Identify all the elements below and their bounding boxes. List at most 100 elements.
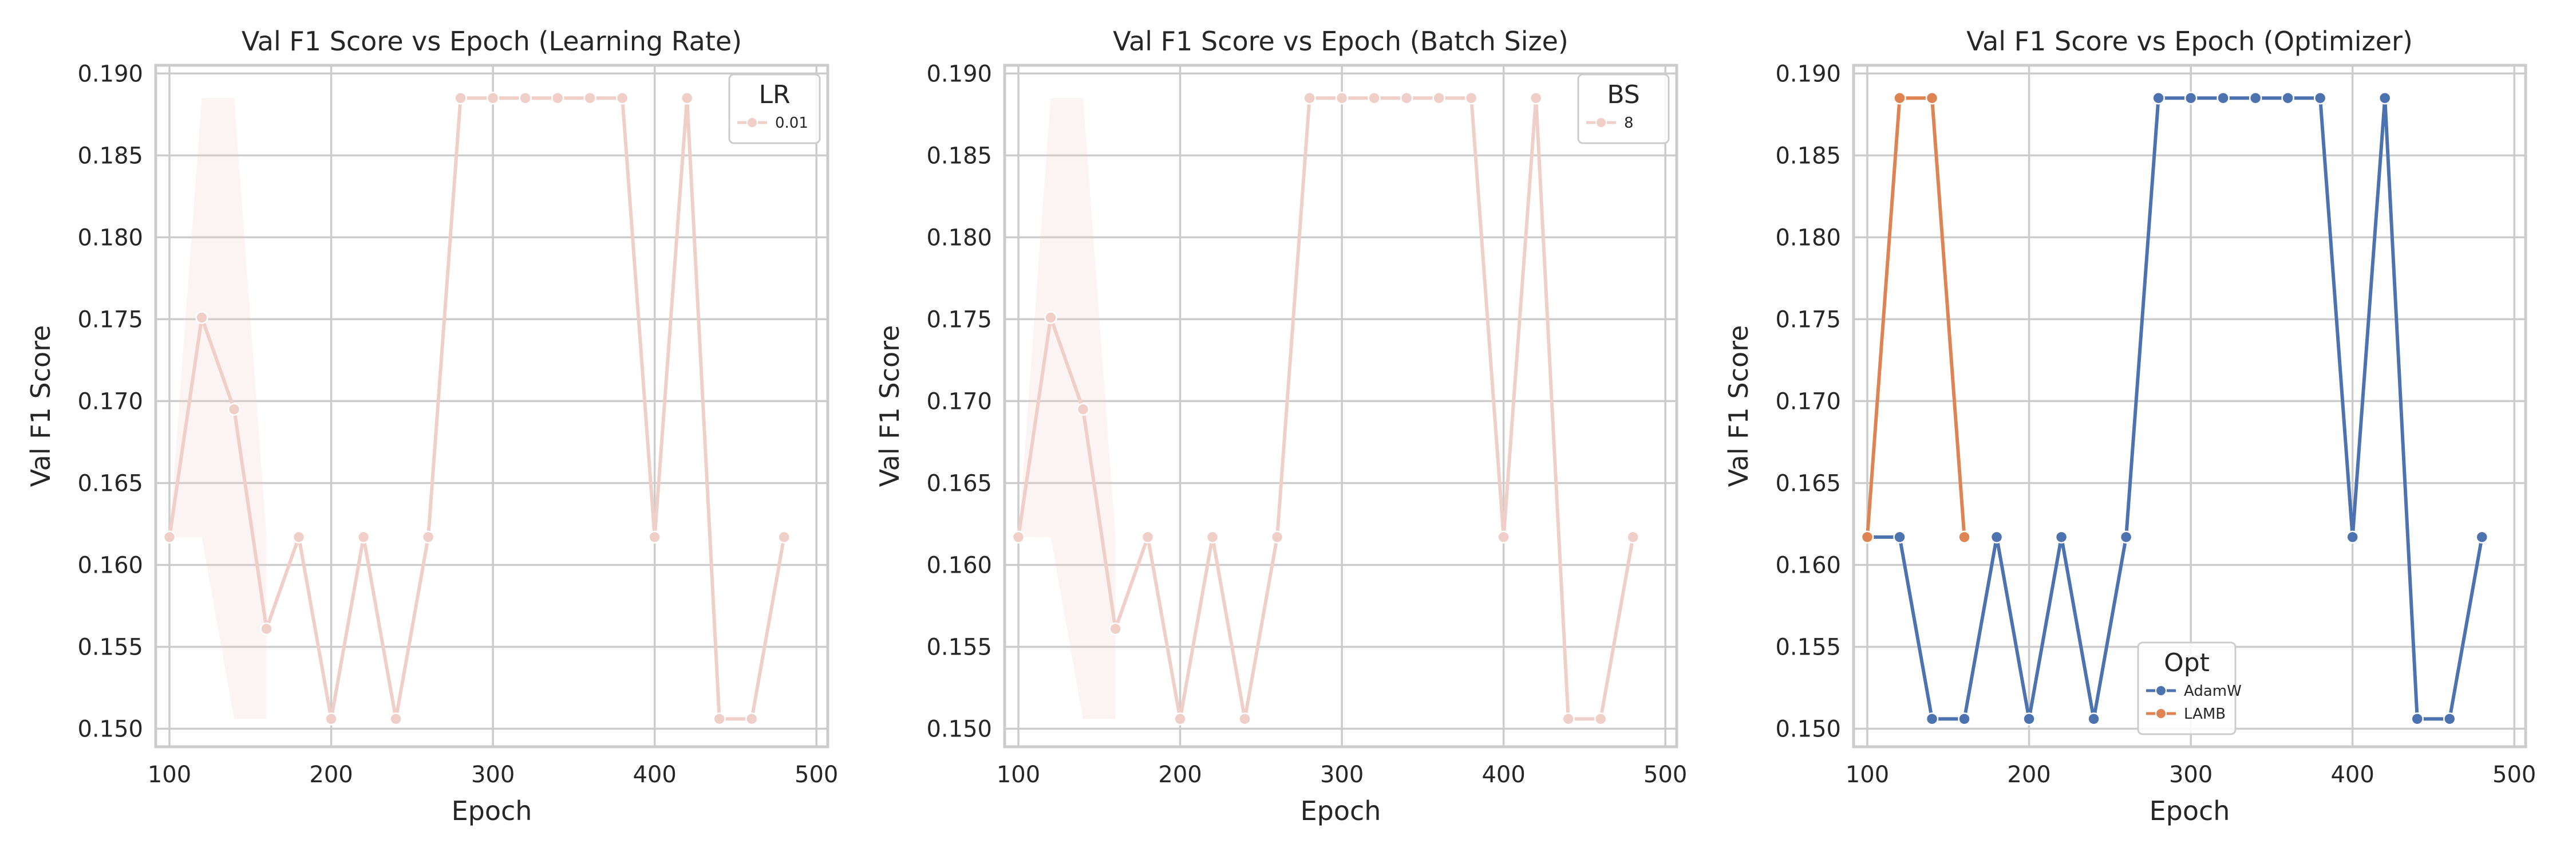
data-point [1174, 712, 1187, 726]
legend-label: LAMB [2184, 706, 2226, 723]
y-tick-label: 0.175 [1775, 306, 1841, 333]
data-point [2475, 530, 2488, 544]
data-point [1925, 712, 1939, 726]
data-point [1562, 712, 1575, 726]
confidence-band [1018, 98, 1116, 719]
data-point [2217, 91, 2230, 105]
x-tick-label: 300 [471, 762, 515, 788]
data-point [713, 712, 726, 726]
legend-marker [1595, 117, 1607, 128]
y-tick-label: 0.190 [926, 61, 992, 87]
y-tick-label: 0.180 [1775, 224, 1841, 251]
y-tick-label: 0.175 [77, 306, 143, 333]
legend-title: Opt [2164, 648, 2210, 677]
data-point [1464, 91, 1478, 105]
data-point [1497, 530, 1510, 544]
y-tick-label: 0.150 [926, 716, 992, 743]
data-point [2346, 530, 2359, 544]
legend-title: BS [1607, 80, 1639, 109]
x-tick-label: 500 [2492, 762, 2536, 788]
y-tick-label: 0.170 [926, 388, 992, 415]
y-tick-label: 0.170 [1775, 388, 1841, 415]
legend-marker [2155, 685, 2167, 696]
y-tick-label: 0.170 [77, 388, 143, 415]
x-tick-label: 100 [997, 762, 1040, 788]
data-point [1958, 530, 1971, 544]
data-point [2443, 712, 2456, 726]
legend-title: LR [758, 80, 790, 109]
legend: BS 8 [1577, 73, 1670, 144]
series-line-lamb [1866, 96, 1966, 538]
y-tick-label: 0.180 [926, 224, 992, 251]
y-axis-label: Val F1 Score [1723, 325, 1754, 487]
legend-marker [746, 117, 758, 128]
series-line-8 [1017, 96, 1635, 721]
y-axis-label: Val F1 Score [874, 325, 905, 487]
y-axis-label: Val F1 Score [25, 325, 56, 487]
x-axis-label: Epoch [452, 795, 532, 826]
x-tick-label: 500 [795, 762, 838, 788]
data-point [163, 530, 176, 544]
plot-frame [154, 64, 829, 748]
x-tick-label: 200 [309, 762, 353, 788]
data-point [1400, 91, 1413, 105]
plot-frame [1852, 64, 2527, 748]
x-tick-label: 400 [1481, 762, 1525, 788]
x-tick-label: 400 [2330, 762, 2374, 788]
y-tick-label: 0.185 [1775, 143, 1841, 169]
data-point [2152, 91, 2165, 105]
data-point [1368, 91, 1381, 105]
legend-label: 0.01 [775, 115, 808, 132]
y-tick-label: 0.160 [926, 552, 992, 578]
series-line-0.01 [168, 96, 786, 721]
x-tick-label: 100 [148, 762, 191, 788]
data-point [227, 403, 241, 416]
data-point [1594, 712, 1607, 726]
y-tick-label: 0.155 [926, 635, 992, 661]
data-point [1860, 530, 1874, 544]
data-point [519, 91, 532, 105]
data-point [1270, 530, 1284, 544]
y-tick-label: 0.190 [77, 61, 143, 87]
data-point [2378, 91, 2392, 105]
plot-frame [1003, 64, 1678, 748]
data-point [2313, 91, 2327, 105]
data-point [325, 712, 338, 726]
data-point [1206, 530, 1219, 544]
y-tick-label: 0.150 [1775, 716, 1841, 743]
data-point [551, 91, 564, 105]
chart-panel-2: 100 200 300 400 500 0.150 0.155 0.160 0.165 0.170… [874, 26, 1687, 826]
y-tick-label: 0.155 [77, 635, 143, 661]
y-tick-label: 0.165 [77, 470, 143, 497]
y-tick-label: 0.150 [77, 716, 143, 743]
legend-label: 8 [1624, 115, 1634, 132]
x-tick-label: 300 [2169, 762, 2212, 788]
y-tick-label: 0.185 [926, 143, 992, 169]
x-tick-label: 300 [1320, 762, 1364, 788]
data-point [1238, 712, 1251, 726]
x-axis-label: Epoch [1301, 795, 1381, 826]
data-point [2281, 91, 2294, 105]
data-point [1044, 311, 1057, 324]
chart-title: Val F1 Score vs Epoch (Optimizer) [1966, 26, 2413, 57]
data-point [292, 530, 306, 544]
data-point [2055, 530, 2068, 544]
data-point [1432, 91, 1445, 105]
data-point [486, 91, 500, 105]
data-point [1893, 91, 1906, 105]
y-tick-label: 0.185 [77, 143, 143, 169]
y-tick-label: 0.175 [926, 306, 992, 333]
data-point [2119, 530, 2133, 544]
legend-label: AdamW [2184, 683, 2242, 700]
data-point [1303, 91, 1316, 105]
y-tick-label: 0.155 [1775, 635, 1841, 661]
data-point [583, 91, 596, 105]
data-point [777, 530, 791, 544]
data-point [2249, 91, 2262, 105]
data-point [1109, 622, 1122, 636]
confidence-band [169, 98, 267, 719]
data-point [2087, 712, 2100, 726]
chart-panel-3: 100 200 300 400 500 0.150 0.155 0.160 0.165 0.170… [1723, 26, 2536, 826]
x-tick-label: 200 [1158, 762, 1202, 788]
